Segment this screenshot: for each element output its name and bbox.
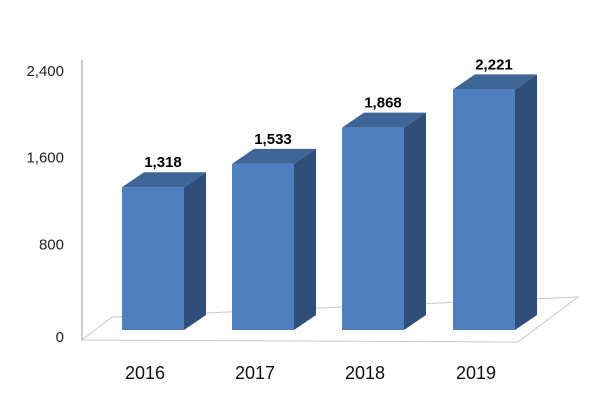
bar-front-face	[453, 89, 515, 331]
y-tick-label: 1,600	[26, 150, 64, 167]
y-tick-label: 800	[39, 236, 64, 253]
data-label: 1,318	[144, 154, 182, 171]
x-tick-label: 2017	[235, 363, 275, 383]
bar-front-face	[342, 127, 404, 330]
y-tick-label: 2,400	[26, 63, 64, 80]
bar-2017	[232, 148, 316, 330]
y-tick-label: 0	[56, 329, 64, 346]
bar-front-face	[122, 187, 184, 330]
x-tick-label: 2018	[345, 363, 385, 383]
bar-side-face	[294, 148, 316, 330]
x-tick-label: 2019	[456, 363, 496, 383]
bar-top-face	[453, 74, 537, 90]
bar-2016	[122, 172, 206, 330]
bar-top-face	[232, 148, 316, 164]
bar-side-face	[404, 112, 426, 330]
bar-2019	[453, 74, 537, 331]
bar-side-face	[515, 74, 537, 331]
data-label: 1,533	[254, 131, 292, 148]
data-label: 2,221	[475, 56, 513, 73]
data-label: 1,868	[364, 95, 402, 112]
bar-side-face	[184, 172, 206, 330]
bar-top-face	[342, 112, 426, 128]
bar-2018	[342, 112, 426, 330]
x-tick-label: 2016	[125, 363, 165, 383]
bar-top-face	[122, 172, 206, 188]
bar-front-face	[232, 163, 294, 330]
